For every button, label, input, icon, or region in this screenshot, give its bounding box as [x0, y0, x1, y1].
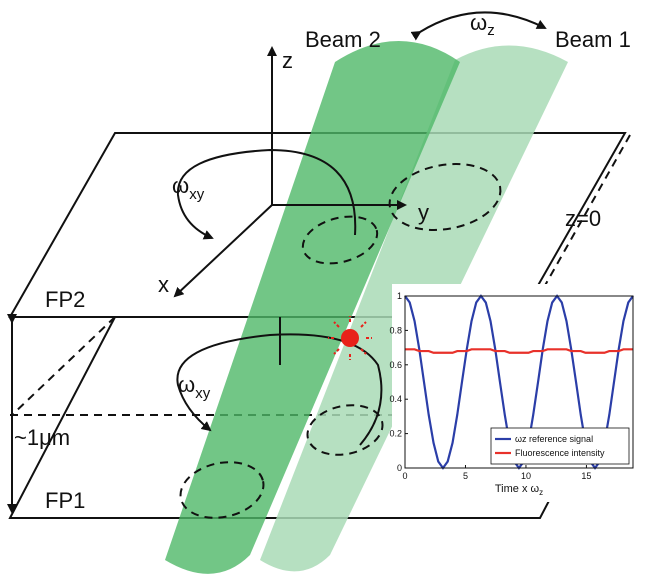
inset-background: [392, 284, 645, 502]
z0-plane-edge: [12, 317, 115, 415]
label: ω: [178, 372, 195, 397]
diagram: Beam 2 Beam 1 ωz z y x ωxy ωxy z=0 FP2 F…: [0, 0, 645, 577]
x-axis-label: z: [539, 488, 543, 497]
y-tick-label: 0.2: [389, 429, 402, 439]
label: x: [158, 272, 169, 297]
label: ω: [470, 10, 487, 35]
y-tick-label: 1: [397, 291, 402, 301]
label: y: [418, 200, 429, 225]
label: z=0: [565, 206, 601, 231]
legend-label: Fluorescence intensity: [515, 448, 605, 458]
label: Beam 2: [305, 27, 381, 52]
y-tick-label: 0.8: [389, 325, 402, 335]
label: xy: [195, 385, 211, 402]
y-tick-label: 0: [397, 463, 402, 473]
legend-label: ωz reference signal: [515, 434, 593, 444]
label: ωz: [470, 10, 495, 39]
label: z: [282, 48, 293, 73]
x-axis: [175, 205, 272, 296]
label: z: [487, 22, 495, 39]
y-tick-label: 0.6: [389, 360, 402, 370]
x-tick-label: 5: [463, 471, 468, 481]
label: FP2: [45, 287, 85, 312]
x-tick-label: 0: [402, 471, 407, 481]
label: xy: [189, 186, 205, 203]
label: FP1: [45, 488, 85, 513]
x-axis-label: Time x ω: [495, 483, 540, 495]
label: Beam 1: [555, 27, 631, 52]
x-tick-label: 15: [581, 471, 591, 481]
x-tick-label: 10: [521, 471, 531, 481]
label: ~1μm: [14, 425, 70, 450]
y-tick-label: 0.4: [389, 394, 402, 404]
label: ωxy: [172, 173, 205, 203]
x-axis-label: Time x ωz: [495, 483, 543, 497]
label: ω: [172, 173, 189, 198]
